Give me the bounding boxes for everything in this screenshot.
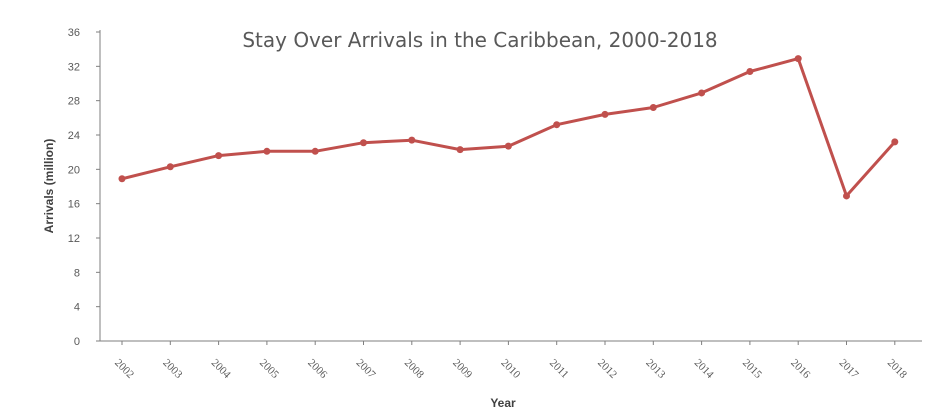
data-point: [746, 67, 754, 75]
y-tick-label: 0: [74, 336, 80, 348]
x-tick-label: 2006: [305, 357, 329, 381]
series-layer: [118, 55, 899, 200]
y-tick-label: 24: [68, 130, 80, 142]
data-point: [891, 138, 899, 146]
data-point: [215, 152, 223, 160]
y-tick-label: 20: [68, 164, 80, 176]
y-tick-label: 12: [68, 233, 80, 245]
data-point: [649, 104, 657, 112]
series-line: [121, 57, 896, 198]
x-tick-label: 2005: [257, 357, 281, 381]
data-point: [360, 139, 367, 147]
x-tick-label: 2011: [547, 357, 571, 381]
data-point: [166, 163, 174, 171]
x-tick-label: 2013: [643, 357, 667, 381]
data-point: [408, 136, 416, 144]
x-ticks: 2002 2003 2004 2005 2006 2007 2008 2009 2010 2011…: [112, 341, 909, 381]
data-point: [843, 192, 850, 200]
chart-title: Stay Over Arrivals in the Caribbean, 200…: [242, 28, 717, 52]
y-tick-label: 32: [68, 61, 80, 73]
data-point: [698, 89, 706, 97]
y-tick-label: 16: [68, 199, 80, 211]
y-tick-label: 8: [74, 267, 80, 279]
data-point: [311, 147, 319, 155]
y-ticks: 0 4 8 12 16 20 24 28 32 36: [68, 27, 100, 348]
x-axis-label: Year: [490, 396, 516, 410]
x-tick-label: 2002: [112, 357, 136, 381]
data-point: [118, 175, 126, 183]
y-axis-label: Arrivals (million): [42, 139, 56, 234]
data-point: [504, 142, 512, 150]
x-tick-label: 2007: [354, 357, 378, 381]
x-tick-label: 2009: [450, 357, 474, 381]
data-point: [794, 55, 802, 63]
data-point: [553, 121, 561, 129]
x-tick-label: 2016: [788, 357, 812, 381]
data-point: [601, 110, 609, 118]
y-tick-label: 36: [68, 27, 80, 39]
x-tick-label: 2012: [595, 357, 619, 381]
x-tick-label: 2017: [837, 357, 861, 381]
x-tick-label: 2018: [885, 357, 909, 381]
data-point: [456, 146, 464, 154]
x-tick-label: 2014: [692, 357, 716, 381]
x-tick-label: 2008: [402, 357, 426, 381]
y-tick-label: 4: [74, 302, 80, 314]
x-tick-label: 2015: [740, 357, 764, 381]
y-tick-label: 28: [68, 96, 80, 108]
data-point: [263, 147, 271, 155]
x-tick-label: 2004: [209, 357, 233, 381]
x-tick-label: 2010: [499, 357, 523, 381]
x-tick-label: 2003: [160, 357, 184, 381]
